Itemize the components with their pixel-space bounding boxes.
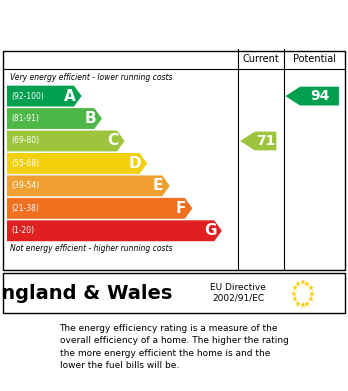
Text: (39-54): (39-54) — [11, 181, 39, 190]
Text: A: A — [64, 89, 76, 104]
Text: E: E — [153, 178, 163, 194]
Text: 94: 94 — [310, 89, 329, 103]
Text: (21-38): (21-38) — [11, 204, 39, 213]
Text: (69-80): (69-80) — [11, 136, 39, 145]
Polygon shape — [240, 132, 276, 151]
Text: The energy efficiency rating is a measure of the
overall efficiency of a home. T: The energy efficiency rating is a measur… — [60, 323, 288, 370]
Text: England & Wales: England & Wales — [0, 284, 172, 303]
Text: EU Directive
2002/91/EC: EU Directive 2002/91/EC — [211, 283, 266, 302]
Polygon shape — [7, 198, 192, 219]
Polygon shape — [7, 86, 81, 106]
Text: F: F — [175, 201, 186, 216]
Text: Very energy efficient - lower running costs: Very energy efficient - lower running co… — [10, 74, 173, 83]
Text: G: G — [204, 223, 216, 238]
Text: (1-20): (1-20) — [11, 226, 34, 235]
Text: D: D — [129, 156, 142, 171]
Text: Potential: Potential — [293, 54, 335, 64]
Text: (92-100): (92-100) — [11, 91, 44, 100]
Text: (55-68): (55-68) — [11, 159, 39, 168]
Polygon shape — [7, 131, 125, 151]
Text: Energy Efficiency Rating: Energy Efficiency Rating — [50, 15, 298, 34]
Polygon shape — [7, 176, 170, 196]
Polygon shape — [7, 220, 222, 241]
Polygon shape — [7, 153, 147, 174]
Polygon shape — [285, 87, 339, 106]
Text: Current: Current — [243, 54, 279, 64]
Text: C: C — [107, 133, 118, 149]
Polygon shape — [7, 108, 102, 129]
Text: 71: 71 — [256, 134, 275, 148]
Text: B: B — [84, 111, 96, 126]
Text: Not energy efficient - higher running costs: Not energy efficient - higher running co… — [10, 244, 173, 253]
Text: (81-91): (81-91) — [11, 114, 39, 123]
